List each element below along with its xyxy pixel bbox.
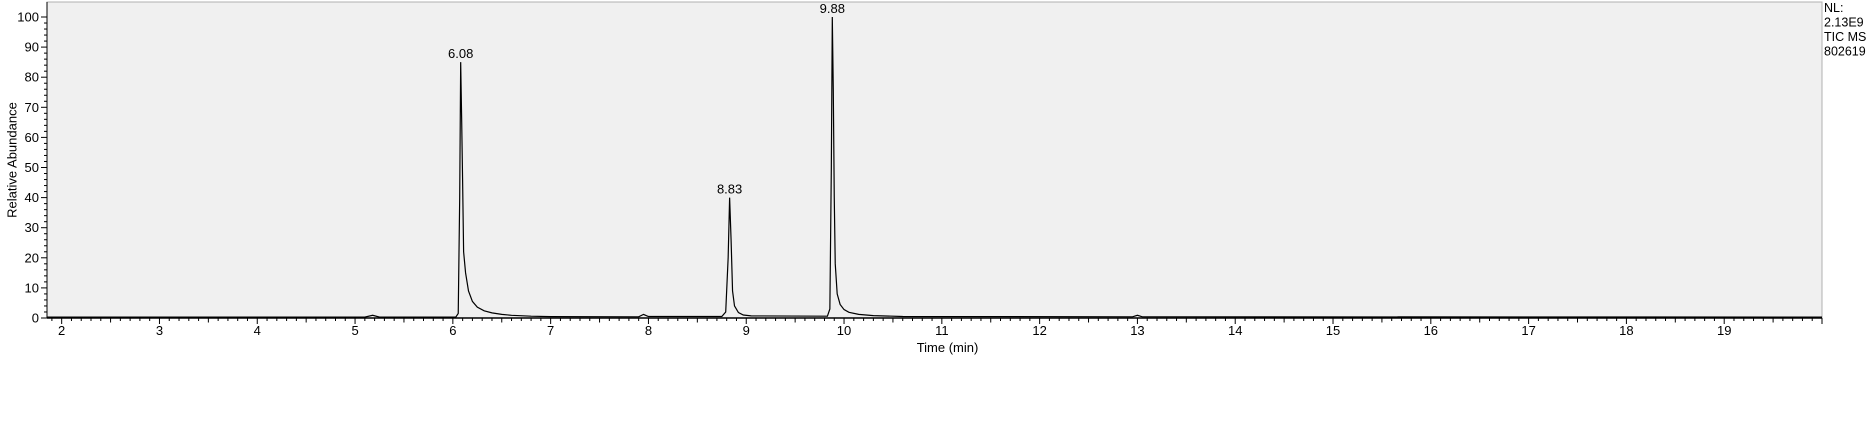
info-line: 2.13E9 — [1824, 16, 1864, 30]
x-tick-label: 11 — [935, 323, 949, 338]
x-tick-label: 17 — [1521, 323, 1535, 338]
peak-label: 9.88 — [820, 1, 845, 16]
x-tick-label: 19 — [1717, 323, 1731, 338]
x-tick-label: 12 — [1032, 323, 1046, 338]
x-tick-label: 8 — [645, 323, 652, 338]
x-tick-label: 7 — [547, 323, 554, 338]
peak-label: 8.83 — [717, 182, 742, 197]
x-tick-label: 15 — [1326, 323, 1340, 338]
y-tick-label: 80 — [25, 70, 39, 85]
x-axis-label: Time (min) — [917, 340, 979, 355]
x-tick-label: 6 — [449, 323, 456, 338]
y-tick-label: 70 — [25, 100, 39, 115]
y-tick-label: 30 — [25, 220, 39, 235]
x-tick-label: 10 — [837, 323, 851, 338]
y-tick-label: 10 — [25, 280, 39, 295]
x-tick-label: 9 — [743, 323, 750, 338]
info-line: 802619 — [1824, 45, 1866, 59]
plot-area — [46, 1, 1823, 319]
x-tick-label: 2 — [58, 323, 65, 338]
x-tick-label: 14 — [1228, 323, 1242, 338]
x-tick-label: 5 — [351, 323, 358, 338]
y-axis: 0 10 20 30 40 50 60 70 80 90 100 — [17, 2, 48, 326]
x-tick-label: 18 — [1619, 323, 1633, 338]
peak-labels: 6.08 8.83 9.88 — [448, 1, 845, 197]
y-tick-label: 50 — [25, 160, 39, 175]
x-tick-label: 16 — [1424, 323, 1438, 338]
x-tick-label: 4 — [254, 323, 261, 338]
info-line: TIC MS — [1824, 30, 1866, 44]
x-tick-label: 3 — [156, 323, 163, 338]
x-axis: 2 3 4 5 6 7 8 9 10 11 12 13 14 15 16 17 18 19 — [47, 317, 1823, 338]
x-tick-label: 13 — [1130, 323, 1144, 338]
y-tick-label: 100 — [17, 10, 39, 25]
y-tick-label: 60 — [25, 130, 39, 145]
y-tick-label: 40 — [25, 190, 39, 205]
info-line: NL: — [1824, 1, 1843, 15]
y-tick-label: 20 — [25, 250, 39, 265]
peak-label: 6.08 — [448, 46, 473, 61]
y-tick-label: 90 — [25, 40, 39, 55]
tic-trace-line — [47, 16, 1823, 318]
y-tick-label: 0 — [32, 311, 39, 326]
y-axis-label: Relative Abundance — [5, 102, 20, 218]
